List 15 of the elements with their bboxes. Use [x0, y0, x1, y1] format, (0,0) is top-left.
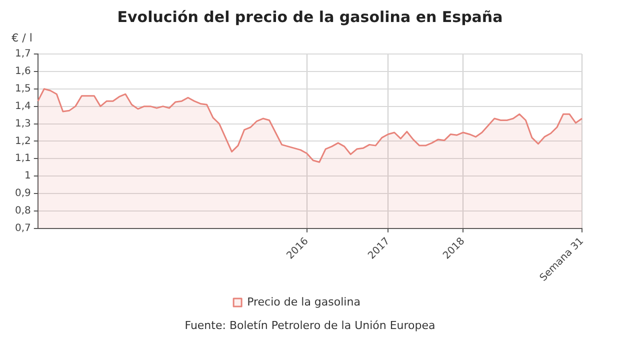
chart-title: Evolución del precio de la gasolina en España [116, 8, 504, 28]
y-tick-label: 0,9 [14, 188, 31, 200]
y-tick-label: 0,8 [14, 206, 31, 217]
y-tick-label: 1,3 [14, 118, 31, 130]
y-tick-label: 1,1 [14, 153, 31, 164]
y-tick-label: 1 [24, 170, 31, 182]
y-tick-label: 1,5 [14, 83, 31, 94]
source-note: Fuente: Boletín Petrolero de la Unión Europea [184, 319, 436, 332]
y-tick-label: 1,2 [14, 136, 31, 147]
y-tick-label: 1,4 [14, 100, 31, 112]
y-axis-title: € / l [12, 31, 32, 44]
y-tick-label: 1,7 [14, 48, 31, 60]
y-tick-label: 1,6 [14, 66, 31, 78]
y-tick-label: 0,7 [14, 222, 31, 234]
legend-label: Precio de la gasolina [247, 295, 360, 308]
